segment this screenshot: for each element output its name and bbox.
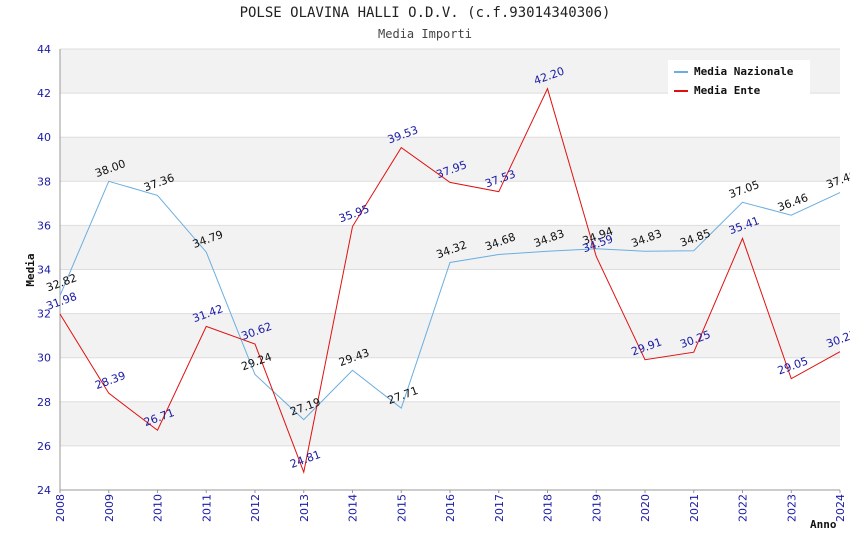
series-line-media-nazionale <box>59 180 841 421</box>
plot-band <box>60 269 840 314</box>
y-tick-label: 24 <box>37 484 51 497</box>
series-lines <box>59 87 841 474</box>
x-tick-label: 2017 <box>493 494 506 522</box>
y-axis-ticks: 24 26 28 30 32 34 36 38 40 42 44 <box>37 43 51 497</box>
x-tick-label: 2016 <box>444 494 457 522</box>
y-tick-label: 34 <box>37 264 51 277</box>
x-tick-label: 2008 <box>54 494 67 522</box>
plot-band <box>60 181 840 226</box>
plot-band <box>60 357 840 402</box>
y-tick-label: 26 <box>37 440 51 453</box>
x-tick-label: 2020 <box>639 494 652 522</box>
y-tick-label: 36 <box>37 219 51 232</box>
x-tick-label: 2015 <box>395 494 408 522</box>
plot-band <box>60 401 840 446</box>
series-line-media-ente <box>59 87 841 474</box>
plot-background-bands <box>60 48 840 491</box>
x-tick-label: 2023 <box>785 494 798 522</box>
x-tick-label: 2012 <box>249 494 262 522</box>
chart-title: POLSE OLAVINA HALLI O.D.V. (c.f.93014340… <box>239 5 611 21</box>
legend-label-media-nazionale: Media Nazionale <box>694 65 794 78</box>
legend-label-media-ente: Media Ente <box>694 84 761 97</box>
y-tick-label: 44 <box>37 43 51 56</box>
x-tick-label: 2013 <box>298 494 311 522</box>
x-tick-label: 2019 <box>590 494 603 522</box>
x-axis-ticks: 2008 2009 2010 2011 2012 2013 2014 2015 2016 2017… <box>54 490 847 522</box>
x-axis-title: Anno <box>810 518 837 531</box>
plot-band <box>60 313 840 358</box>
y-tick-label: 32 <box>37 308 51 321</box>
x-tick-label: 2010 <box>152 494 165 522</box>
y-tick-label: 38 <box>37 175 51 188</box>
plot-band <box>60 137 840 182</box>
plot-band <box>60 445 840 490</box>
y-tick-label: 40 <box>37 131 51 144</box>
x-tick-label: 2022 <box>737 494 750 522</box>
legend-box <box>668 60 810 98</box>
y-axis-title: Media <box>24 253 37 286</box>
y-tick-label: 42 <box>37 87 51 100</box>
x-tick-label: 2021 <box>688 494 701 522</box>
y-tick-label: 30 <box>37 352 51 365</box>
legend: Media Nazionale Media Ente <box>668 60 810 98</box>
x-tick-label: 2024 <box>834 494 847 522</box>
x-tick-label: 2011 <box>200 494 213 522</box>
x-tick-label: 2018 <box>542 494 555 522</box>
y-tick-label: 28 <box>37 396 51 409</box>
x-tick-label: 2009 <box>103 494 116 522</box>
chart-subtitle: Media Importi <box>378 27 472 41</box>
plot-band <box>60 93 840 138</box>
x-tick-label: 2014 <box>347 494 360 522</box>
